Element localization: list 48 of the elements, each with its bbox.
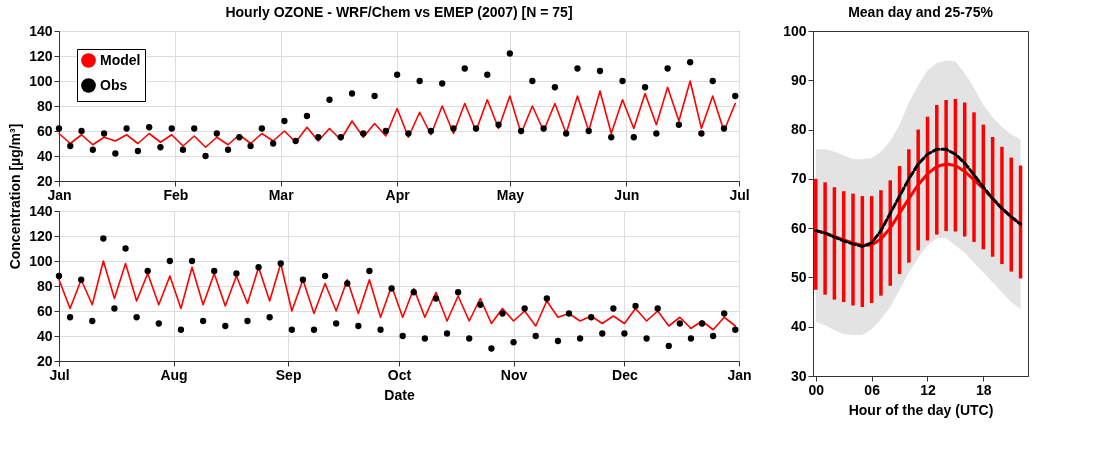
x-tick-label: Jan [47,186,72,203]
y-tick-label: 20 [36,352,53,369]
y-tick-label: 60 [36,122,53,139]
x-tick-label: Jul [729,186,750,203]
x-tick-label: May [496,186,525,203]
y-tick-label: 60 [790,219,807,236]
y-tick-label: 120 [29,227,53,244]
x-tick-label: Jan [727,366,752,383]
legend-label: Model [100,51,141,68]
x-tick-label: Jun [614,186,640,203]
x-tick-label: 12 [920,381,936,398]
y-tick-label: 40 [36,327,53,344]
x-tick-label: Nov [500,366,528,383]
y-tick-label: 90 [790,71,807,88]
y-tick-label: 40 [790,318,807,335]
y-tick-label: 80 [36,97,53,114]
chart-title: Hourly OZONE - WRF/Chem vs EMEP (2007) [N = 75] [225,4,573,20]
x-tick-label: Oct [387,366,412,383]
line-series [814,147,1023,248]
y-tick-label: 140 [29,202,53,219]
y-tick-label: 80 [790,121,807,138]
y-tick-label: 140 [29,22,53,39]
y-tick-label: 100 [29,252,53,269]
y-tick-label: 30 [790,367,807,384]
y-tick-label: 80 [36,277,53,294]
y-axis-title: Concentration [µg/m³] [7,123,24,270]
y-tick-label: 20 [36,172,53,189]
chart-title: Mean day and 25-75% [848,4,994,20]
x-tick-label: Sep [275,366,302,383]
y-tick-label: 100 [29,72,53,89]
y-tick-label: 60 [36,302,53,319]
x-tick-label: 18 [976,381,992,398]
x-tick-label: Aug [160,366,188,383]
y-tick-label: 100 [783,22,807,39]
y-tick-label: 70 [790,170,807,187]
y-tick-label: 120 [29,47,53,64]
x-tick-label: Jul [49,366,70,383]
x-axis-title: Hour of the day (UTC) [848,401,994,418]
y-tick-label: 50 [790,268,807,285]
x-tick-label: Mar [268,186,295,203]
x-tick-label: Feb [163,186,189,203]
x-tick-label: 06 [864,381,881,398]
legend-label: Obs [100,76,128,93]
x-axis-title: Date [384,386,415,403]
y-tick-label: 40 [36,147,53,164]
x-tick-label: Apr [385,186,411,203]
x-tick-label: Dec [612,366,638,383]
x-tick-label: 00 [808,381,825,398]
